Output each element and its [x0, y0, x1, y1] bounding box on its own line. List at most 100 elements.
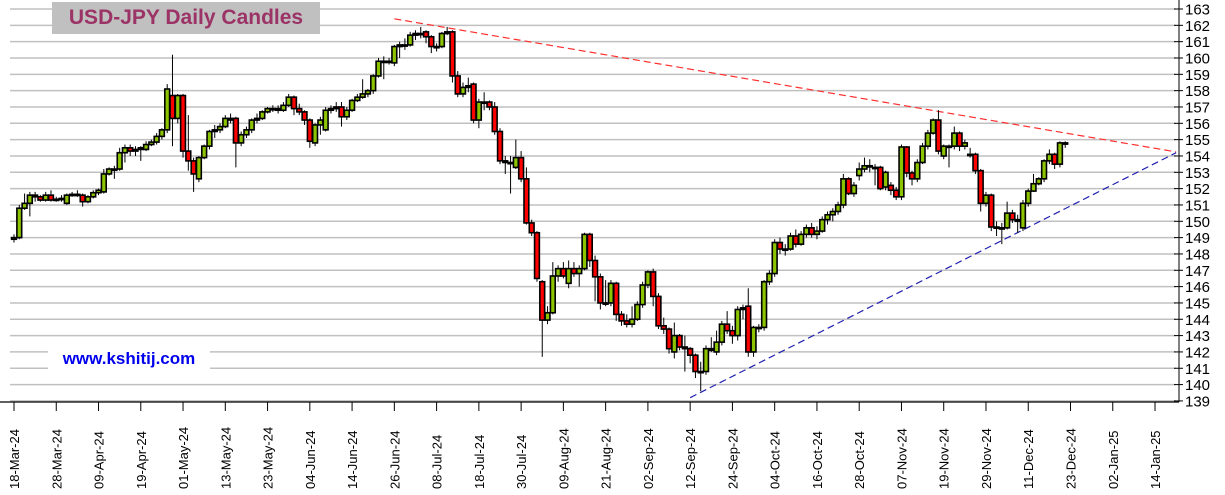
candle-body-down [301, 111, 308, 121]
y-tick-label: 154 [1185, 148, 1210, 165]
candle [84, 195, 92, 204]
candle-body-up [951, 132, 958, 147]
y-tick-label: 141 [1185, 361, 1210, 378]
x-tick-label: 23-May-24 [261, 427, 276, 489]
candle-body-up [333, 106, 340, 110]
candle [692, 353, 699, 379]
candle-body-up [58, 197, 65, 201]
candle-body-up [132, 148, 139, 152]
candle [428, 35, 435, 54]
candle-body-up [153, 135, 160, 143]
candle-body-down [655, 295, 662, 327]
y-tick-label: 149 [1185, 230, 1210, 247]
candle [470, 82, 477, 124]
candle [333, 102, 340, 112]
candle-body-down [185, 150, 192, 162]
candle [935, 110, 942, 155]
gridlines [10, 8, 1176, 402]
candle [760, 280, 768, 331]
candle-body-up [998, 227, 1006, 230]
candle-body-up [253, 117, 261, 121]
candle [47, 190, 55, 202]
candle [697, 361, 704, 392]
x-tick-label: 08-Jul-24 [430, 435, 445, 489]
candle-body-down [586, 233, 593, 262]
candle-body-up [549, 275, 557, 314]
candle [771, 239, 778, 277]
candle-body-down [686, 347, 694, 356]
candle [855, 162, 863, 181]
x-tick-label: 04-Jun-24 [303, 430, 318, 489]
candle [924, 129, 932, 150]
candle [222, 115, 229, 129]
candle-body-down [660, 325, 667, 330]
candle [977, 169, 984, 212]
candle [824, 211, 831, 225]
candle [554, 265, 562, 282]
candle-body-up [1046, 153, 1053, 162]
candle-body-up [734, 308, 741, 337]
candle [1051, 152, 1058, 170]
candle [882, 170, 889, 191]
y-tick-label: 161 [1185, 34, 1210, 51]
candle [1046, 149, 1053, 165]
candle-body-down [877, 166, 884, 190]
candle-body-up [1035, 178, 1043, 185]
candle [68, 191, 76, 197]
watermark-link[interactable]: www.kshitij.com [62, 349, 196, 368]
candle-body-down [502, 160, 509, 164]
y-tick-label: 144 [1185, 312, 1210, 329]
candle-body-down [792, 235, 800, 245]
candle-body-up [929, 119, 937, 134]
candle-body-down [665, 328, 673, 350]
candle-body-down [47, 194, 55, 201]
candle-body-up [507, 161, 514, 165]
x-tick-label: 28-Oct-24 [852, 431, 867, 489]
candle-body-up [855, 168, 863, 177]
x-tick-label: 02-Jan-25 [1106, 430, 1121, 489]
candle [623, 314, 630, 328]
candle [21, 193, 28, 210]
y-tick-label: 147 [1185, 263, 1210, 280]
candle-body-up [766, 272, 773, 283]
candle [517, 151, 525, 183]
candle-body-up [797, 233, 805, 245]
candle-body-up [718, 323, 726, 343]
candle-body-down [422, 31, 430, 38]
candle [301, 110, 308, 125]
candle [1019, 200, 1027, 232]
candle [438, 31, 446, 49]
candle-body-down [681, 346, 689, 350]
candle [729, 325, 736, 344]
candle [581, 232, 588, 271]
x-tick-label: 26-Jun-24 [387, 430, 402, 489]
y-tick-label: 142 [1185, 344, 1210, 361]
y-tick-label: 162 [1185, 18, 1210, 35]
candle-body-up [438, 32, 446, 48]
candle [396, 41, 403, 58]
candle-body-up [840, 178, 847, 206]
candle-body-up [105, 168, 113, 175]
candle-body-up [53, 198, 60, 202]
candle [750, 325, 757, 357]
candle [940, 144, 947, 160]
candle [417, 26, 424, 39]
candle [739, 304, 747, 320]
x-tick-label: 07-Nov-24 [894, 428, 909, 489]
candle-body-down [903, 146, 910, 174]
candle [31, 191, 39, 202]
candle [808, 222, 815, 238]
candle [486, 100, 493, 111]
candle [58, 195, 65, 202]
candle-body-up [370, 75, 377, 92]
candle-body-up [264, 107, 271, 113]
candle [74, 190, 81, 197]
candle [63, 193, 71, 205]
candle-body-up [206, 130, 213, 147]
y-tick-label: 153 [1185, 165, 1210, 182]
candle-body-up [866, 164, 873, 168]
candle [380, 56, 387, 80]
candle [105, 167, 113, 176]
candle [576, 265, 583, 287]
candle-body-up [982, 194, 990, 205]
